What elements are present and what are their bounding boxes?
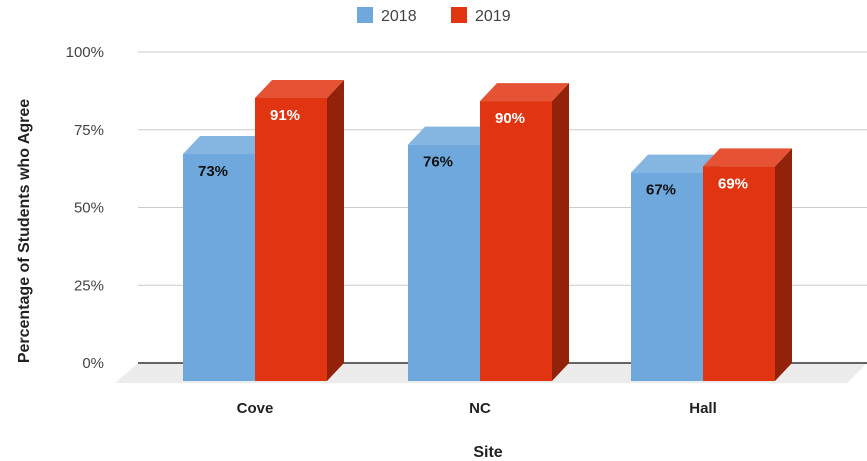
y-tick-label: 25% xyxy=(74,277,104,294)
legend-swatch xyxy=(451,7,467,23)
x-tick-label: Cove xyxy=(237,400,274,417)
data-label: 76% xyxy=(423,154,453,171)
y-axis-title: Percentage of Students who Agree xyxy=(16,99,33,363)
bars: 73% 91% 76% 90% 67% 69% xyxy=(183,79,792,382)
bar-top xyxy=(183,135,272,154)
bar-front xyxy=(408,144,480,381)
legend[interactable]: 2018 2019 xyxy=(357,7,511,25)
bar-side xyxy=(775,148,792,381)
data-label: 67% xyxy=(646,182,676,199)
bar-hall-2019[interactable]: 69% xyxy=(703,148,792,381)
bar-front xyxy=(703,166,775,381)
data-label: 90% xyxy=(495,110,525,127)
bar-top xyxy=(480,83,569,102)
x-tick-label: Hall xyxy=(689,400,717,417)
legend-item-2019[interactable]: 2019 xyxy=(451,7,511,25)
x-tick-label: NC xyxy=(469,400,491,417)
bar-top xyxy=(703,148,792,167)
y-axis-ticks: 0% 25% 50% 75% 100% xyxy=(66,44,104,372)
bar-side xyxy=(552,83,569,381)
y-tick-label: 0% xyxy=(82,355,104,372)
bar-cove-2018[interactable]: 73% xyxy=(183,135,272,381)
bar-front xyxy=(631,172,703,381)
bar-front xyxy=(255,97,327,382)
y-tick-label: 75% xyxy=(74,122,104,139)
legend-swatch xyxy=(357,7,373,23)
data-label: 69% xyxy=(718,175,748,192)
bar-front xyxy=(183,153,255,381)
data-label: 73% xyxy=(198,163,228,180)
legend-label: 2018 xyxy=(381,8,417,25)
y-tick-label: 100% xyxy=(66,44,104,61)
x-axis-title: Site xyxy=(473,444,502,461)
y-tick-label: 50% xyxy=(74,200,104,217)
bar-top xyxy=(408,126,497,145)
data-label: 91% xyxy=(270,107,300,124)
bar-nc-2019[interactable]: 90% xyxy=(480,83,569,381)
bar-top xyxy=(631,154,720,173)
legend-label: 2019 xyxy=(475,8,511,25)
bar-side xyxy=(327,79,344,382)
bar-top xyxy=(255,79,344,98)
bar-cove-2019[interactable]: 91% xyxy=(255,79,344,382)
bar-front xyxy=(480,101,552,381)
x-axis-ticks: Cove NC Hall xyxy=(237,400,717,417)
legend-item-2018[interactable]: 2018 xyxy=(357,7,417,25)
